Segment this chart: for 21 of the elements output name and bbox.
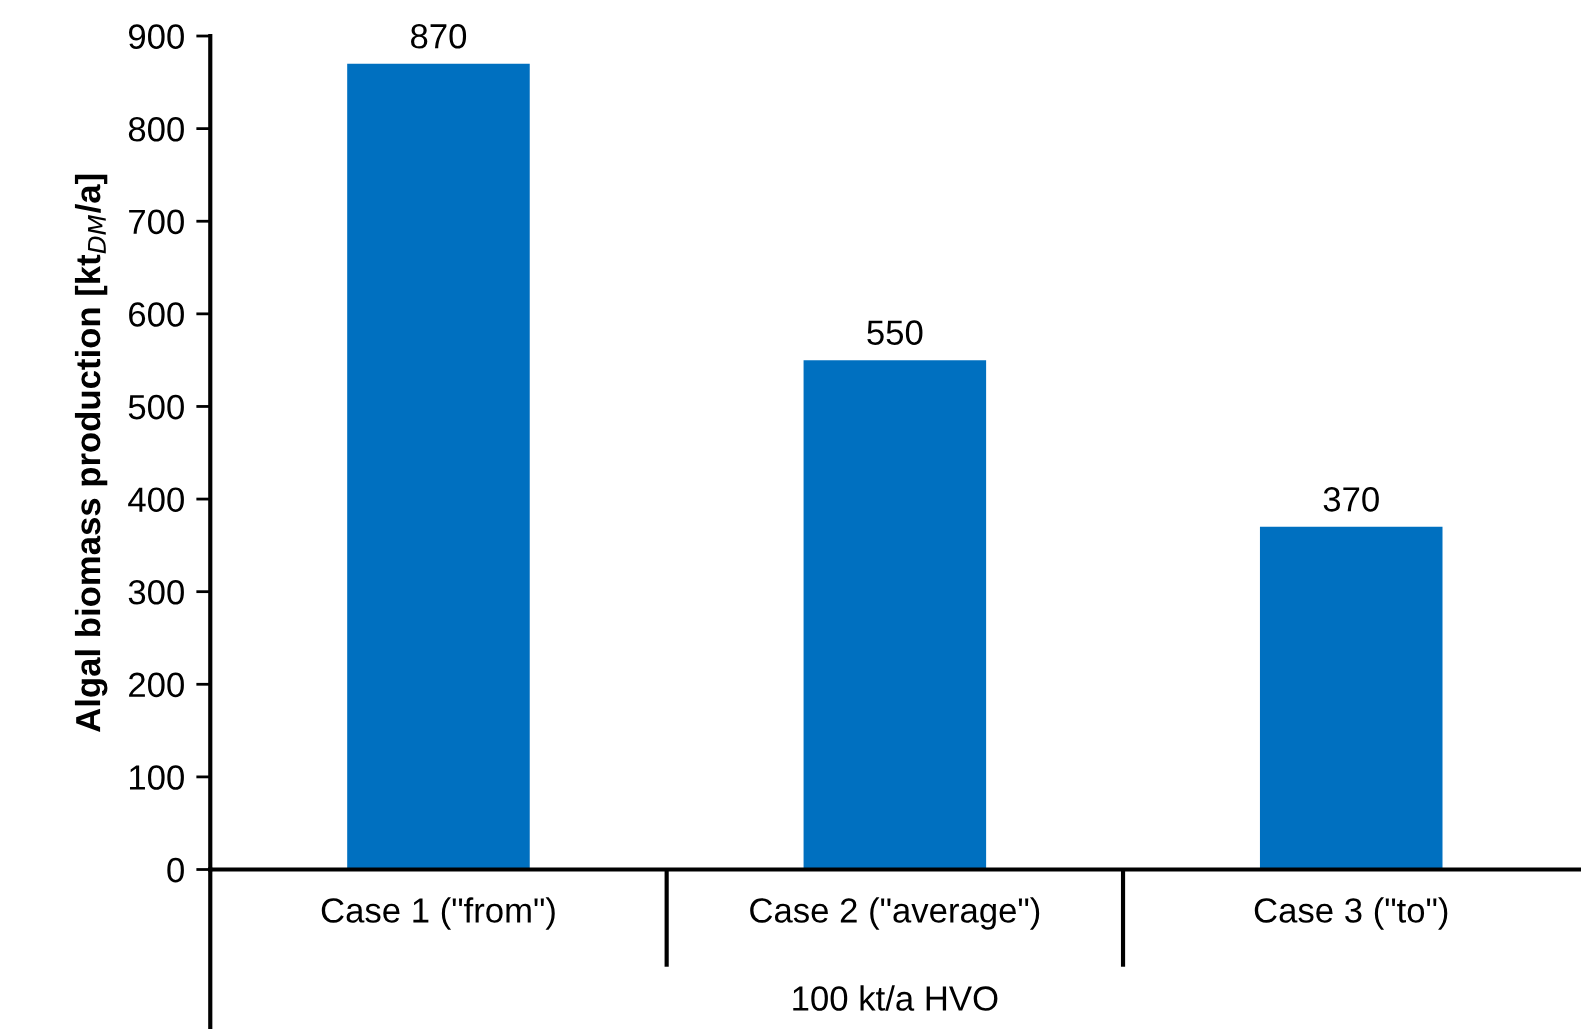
data-label: 550 — [867, 320, 923, 345]
y-tick-label: 800 — [128, 116, 184, 142]
y-tick-label: 200 — [129, 672, 184, 698]
bar — [347, 63, 530, 870]
y-tick-label: 100 — [129, 765, 184, 790]
data-label: 870 — [411, 24, 467, 49]
data-label: 370 — [1323, 487, 1379, 512]
y-tick-label: 700 — [129, 209, 184, 235]
x-tick-label: Case 3 ("to") — [1254, 897, 1448, 930]
x-tick-label: Case 1 ("from") — [321, 897, 555, 930]
y-tick-label: 600 — [129, 302, 184, 327]
bar — [1259, 526, 1443, 870]
x-tick-label: Case 2 ("average") — [750, 897, 1040, 930]
y-tick-label: 900 — [128, 24, 184, 49]
bar — [803, 360, 987, 870]
y-tick-label: 400 — [128, 487, 184, 512]
y-tick-label: 500 — [128, 394, 184, 420]
y-axis-title: Algal biomass production [kt$_{DM}$/a] — [74, 174, 108, 732]
x-axis-title: 100 kt/a HVO — [793, 985, 998, 1011]
y-tick-label: 300 — [128, 580, 184, 605]
y-tick-label: 0 — [167, 857, 184, 883]
